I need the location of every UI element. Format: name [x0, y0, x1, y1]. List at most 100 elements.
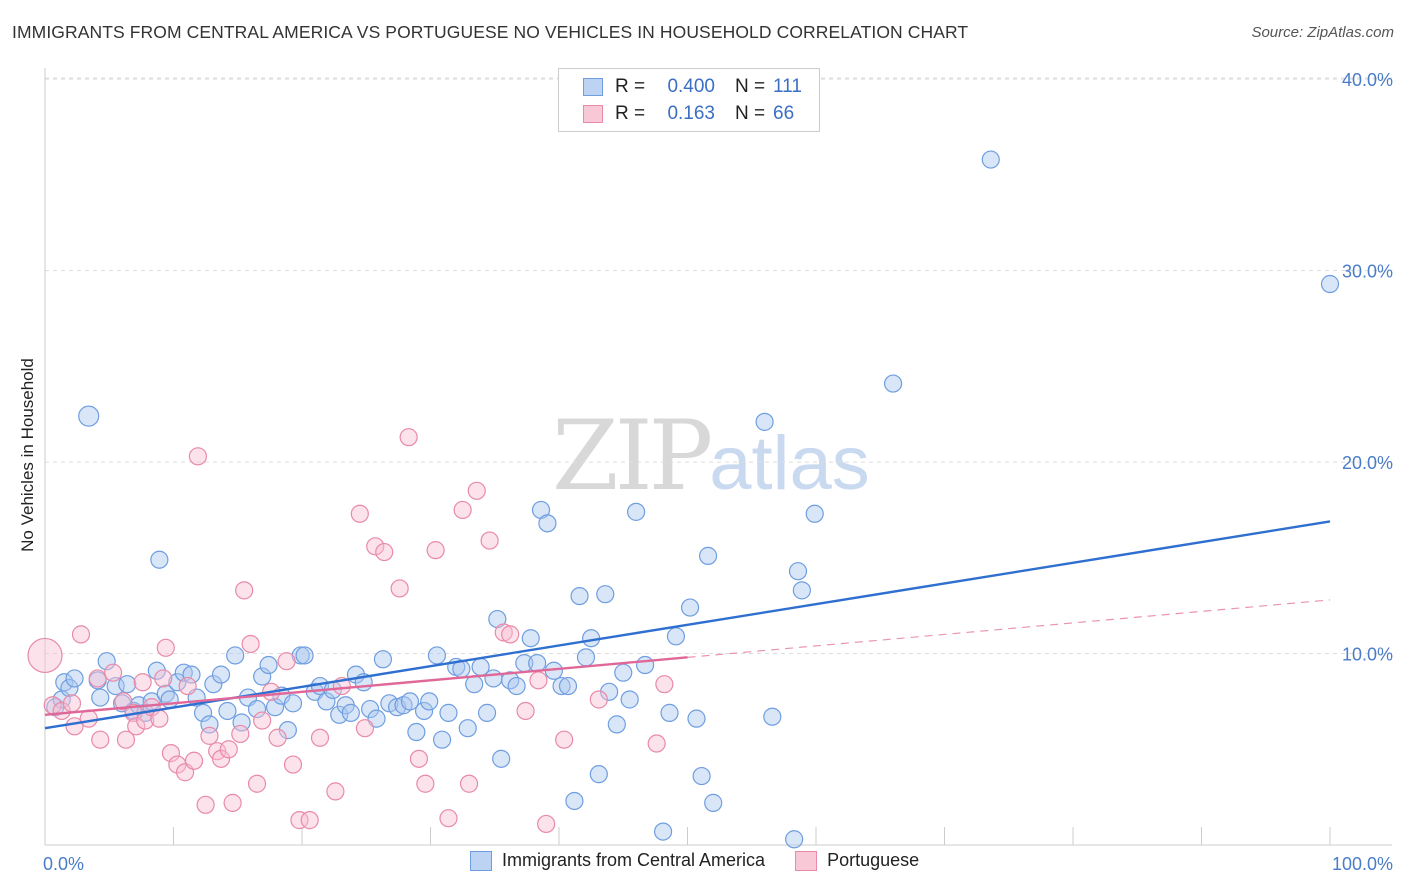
data-point — [427, 646, 447, 665]
data-point — [399, 428, 418, 447]
data-point — [118, 675, 137, 694]
data-point — [235, 581, 254, 600]
data-point — [432, 730, 452, 749]
data-point — [277, 652, 296, 671]
data-point — [211, 665, 231, 684]
data-point — [350, 504, 369, 523]
data-point — [91, 730, 110, 749]
data-point — [439, 809, 458, 828]
data-point — [666, 627, 686, 646]
data-point — [692, 766, 711, 786]
x-tick-label-max: 100.0% — [1332, 854, 1393, 874]
data-point — [78, 405, 100, 427]
data-point — [459, 774, 479, 793]
data-point — [426, 541, 445, 560]
data-point — [310, 728, 330, 747]
data-point — [231, 724, 250, 744]
data-point — [635, 655, 655, 675]
correlation-legend: R = 0.400 N = 111 R = 0.163 N = 66 — [558, 68, 820, 132]
data-point — [589, 690, 608, 709]
data-point — [680, 598, 700, 617]
data-point — [71, 625, 91, 644]
data-point — [341, 703, 360, 722]
data-point — [268, 728, 287, 747]
data-point — [576, 648, 596, 667]
y-tick-label: 30.0% — [1342, 262, 1393, 282]
data-point — [655, 675, 674, 694]
data-point — [300, 811, 319, 830]
data-point — [687, 709, 706, 728]
legend-r-label: R = — [615, 76, 646, 97]
trend-lines — [44, 520, 1331, 730]
data-point — [528, 654, 547, 673]
data-point — [458, 719, 477, 738]
series-central-america-points — [46, 150, 1340, 849]
data-point — [507, 676, 526, 696]
legend-item-portuguese: Portuguese — [795, 850, 919, 871]
y-tick-label: 10.0% — [1342, 645, 1393, 665]
data-point — [241, 634, 260, 654]
x-tick-label-min: 0.0% — [43, 854, 84, 874]
data-point — [223, 793, 242, 812]
grid-lines — [45, 77, 1392, 655]
legend-swatch-blue — [583, 78, 603, 96]
data-point — [218, 701, 237, 721]
data-point — [219, 740, 238, 759]
trend-line-1 — [44, 656, 688, 717]
data-point — [326, 782, 345, 801]
data-point — [480, 531, 499, 550]
data-point — [390, 579, 409, 598]
data-point — [104, 663, 123, 682]
data-point — [570, 586, 589, 606]
data-point — [492, 749, 511, 768]
legend-n-label: N = — [735, 76, 766, 97]
data-point — [785, 830, 804, 849]
data-point — [763, 707, 782, 726]
data-point — [614, 663, 633, 682]
data-point — [161, 743, 181, 763]
data-point — [150, 550, 169, 569]
data-point — [91, 688, 110, 707]
data-point — [698, 546, 718, 565]
source-label: Source: ZipAtlas.com — [1251, 24, 1394, 41]
data-point — [154, 669, 173, 688]
data-point — [133, 673, 152, 692]
data-point — [465, 675, 484, 694]
legend-n-value: 66 — [773, 103, 795, 124]
legend-n-label: N = — [735, 103, 766, 124]
data-point — [283, 755, 303, 774]
trend-line-0 — [44, 520, 1331, 730]
data-point — [265, 698, 285, 717]
data-point — [65, 669, 84, 688]
data-point — [453, 500, 472, 520]
data-point — [106, 676, 125, 696]
data-point — [596, 585, 615, 604]
data-point — [247, 699, 267, 719]
legend-r-value: 0.163 — [667, 103, 715, 124]
series-portuguese-points — [27, 428, 674, 834]
data-point — [184, 751, 204, 770]
data-point — [552, 676, 571, 696]
data-point — [792, 581, 811, 600]
data-point — [55, 673, 74, 692]
data-point — [529, 671, 548, 690]
tick-labels: 10.0% 20.0% 30.0% 40.0% 0.0% 100.0% — [43, 70, 1393, 874]
legend-r-label: R = — [615, 103, 646, 124]
legend-item-central-america: Immigrants from Central America — [470, 850, 765, 871]
data-point — [283, 694, 303, 713]
legend-row-central-america: R = 0.400 N = 111 — [583, 75, 802, 99]
legend-swatch-pink — [583, 105, 603, 123]
zipatlas-watermark: ZIPatlas — [552, 400, 870, 512]
data-point — [259, 655, 278, 675]
data-point — [981, 150, 1000, 169]
data-point — [805, 504, 824, 523]
data-point — [62, 694, 82, 713]
legend-n-value: 111 — [773, 76, 802, 97]
data-point — [653, 822, 673, 841]
data-point — [156, 638, 175, 657]
data-point — [127, 717, 146, 736]
data-point — [400, 692, 420, 711]
trend-line-extension-1 — [687, 599, 1331, 658]
data-point — [196, 795, 215, 814]
data-point — [755, 412, 774, 431]
